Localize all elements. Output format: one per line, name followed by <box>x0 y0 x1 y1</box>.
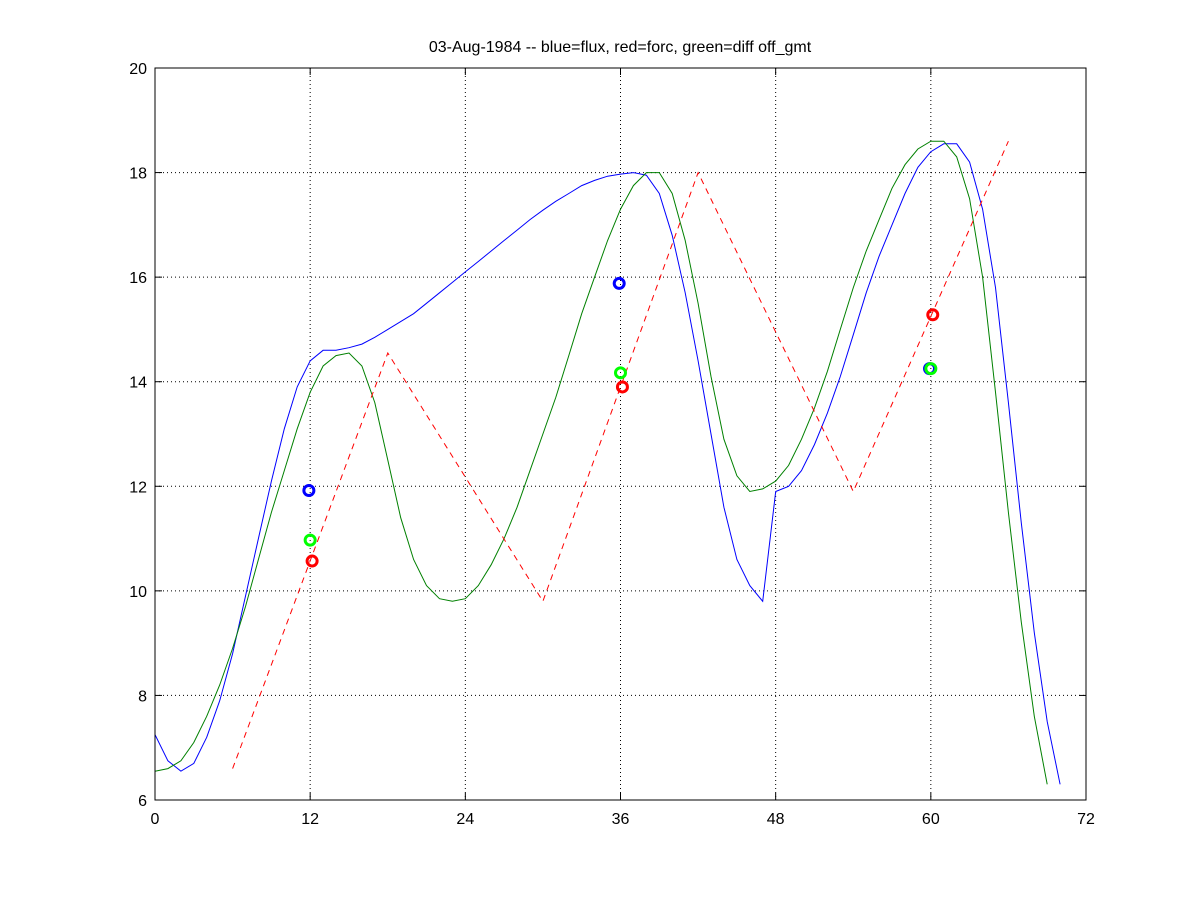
marker-point-5 <box>615 380 629 394</box>
marker-point-7 <box>924 362 938 376</box>
y-tick-label: 8 <box>138 688 147 705</box>
y-tick-label: 18 <box>129 166 147 183</box>
marker-point-3 <box>612 276 626 290</box>
y-tick-label: 12 <box>129 479 147 496</box>
markers <box>302 276 940 568</box>
y-tick-label: 14 <box>129 375 147 392</box>
x-tick-label: 36 <box>612 811 630 828</box>
y-tick-label: 20 <box>129 61 147 78</box>
series-line-0 <box>154 143 1061 785</box>
x-tick-label: 12 <box>301 811 319 828</box>
marker-point-2 <box>305 554 319 568</box>
x-tick-label: 48 <box>767 811 785 828</box>
y-tick-label: 16 <box>129 270 147 287</box>
axis-ticks: 0 12 24 36 48 60 72 6 8 10 12 14 16 18 20 <box>129 61 1095 828</box>
chart-title: 03-Aug-1984 -- blue=flux, red=forc, gree… <box>429 39 812 56</box>
x-tick-label: 0 <box>151 811 160 828</box>
series-line-2 <box>232 140 1009 769</box>
marker-point-0 <box>302 483 316 497</box>
marker-point-4 <box>614 366 627 380</box>
x-tick-label: 24 <box>456 811 474 828</box>
series-line-1 <box>154 140 1048 785</box>
x-tick-label: 60 <box>922 811 940 828</box>
x-tick-label: 72 <box>1077 811 1095 828</box>
axes-frame <box>154 67 1087 801</box>
grid-lines <box>155 68 1086 800</box>
y-tick-label: 10 <box>129 584 147 601</box>
marker-point-8 <box>926 308 940 322</box>
series-lines <box>154 140 1061 785</box>
y-tick-label: 6 <box>138 793 147 810</box>
marker-point-1 <box>303 533 317 547</box>
